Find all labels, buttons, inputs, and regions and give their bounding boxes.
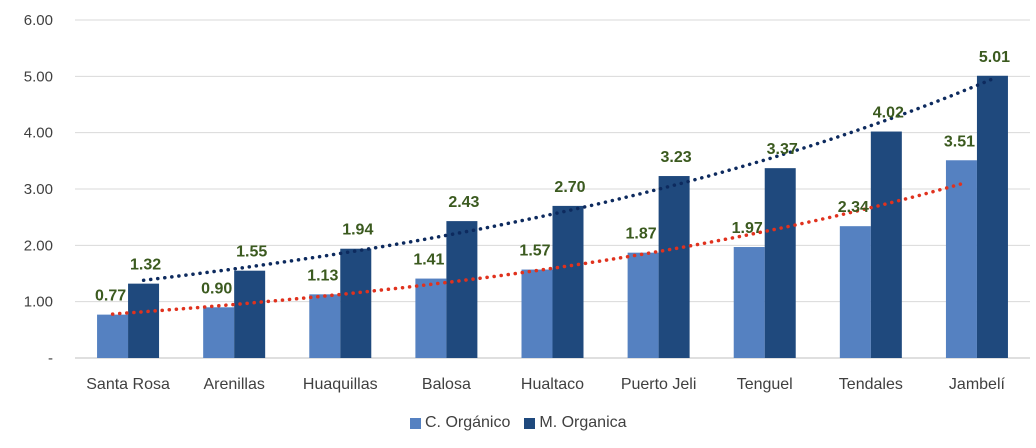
bar-c-organico [203,307,235,358]
data-label-m-organica: 5.01 [979,49,1010,66]
data-label-m-organica: 3.23 [661,149,692,166]
bar-m-organica [234,270,266,358]
legend-label-m-organica: M. Organica [539,414,627,431]
data-label-c-organico: 2.34 [838,199,869,216]
data-label-m-organica: 1.55 [236,244,267,261]
data-label-c-organico: 0.77 [95,288,126,305]
x-tick-label: Tenguel [737,376,793,393]
y-tick-label: - [48,350,53,367]
y-tick-label: 6.00 [24,12,53,29]
bar-m-organica [976,75,1008,359]
bar-m-organica [658,176,690,358]
bar-c-organico [309,294,341,358]
bar-c-organico [97,314,129,358]
bar-m-organica [128,283,160,358]
bar-m-organica [340,248,372,358]
data-label-c-organico: 1.41 [413,252,444,269]
x-tick-label: Hualtaco [521,376,584,393]
bar-m-organica [446,221,478,358]
legend-swatch-m-organica [524,417,536,429]
bar-c-organico [733,247,765,358]
data-label-c-organico: 0.90 [201,280,232,297]
x-tick-label: Huaquillas [303,376,378,393]
x-tick-label: Balosa [422,376,471,393]
data-label-m-organica: 2.43 [448,194,479,211]
bar-c-organico [945,160,977,358]
x-tick-label: Jambelí [949,376,1006,393]
y-tick-label: 2.00 [24,237,53,254]
trendline-c-organico [110,182,964,316]
x-axis: Santa Rosa Arenillas Huaquillas Balosa Hualt… [86,376,1005,393]
bar-m-organica [552,205,584,358]
y-tick-label: 3.00 [24,181,53,198]
x-tick-label: Tendales [839,376,903,393]
x-tick-label: Santa Rosa [86,376,170,393]
x-tick-label: Arenillas [203,376,264,393]
x-tick-label: Puerto Jeli [621,376,697,393]
bar-m-organica [764,168,796,358]
y-tick-label: 4.00 [24,125,53,142]
data-label-c-organico: 1.57 [519,243,550,260]
bar-c-organico [521,269,553,358]
data-label-m-organica: 2.70 [554,179,585,196]
data-label-m-organica: 3.37 [767,141,798,158]
data-label-m-organica: 1.32 [130,257,161,274]
data-label-c-organico: 3.51 [944,133,975,150]
legend-swatch-c-organico [410,417,421,429]
bar-c-organico [627,252,659,358]
data-labels: 0.771.32 0.90 1.55 1.13 1.94 1.41 2.43 1.57 2.70… [95,49,1010,305]
data-label-c-organico: 1.87 [626,226,657,243]
data-label-c-organico: 1.97 [732,220,763,237]
y-axis: - 1.00 2.00 3.00 4.00 5.00 6.00 [24,12,53,367]
trendline-m-organica [141,77,995,283]
legend-item-c-organico: C. Orgánico [410,414,510,432]
y-tick-label: 1.00 [24,294,53,311]
data-label-m-organica: 4.02 [873,105,904,122]
legend-label-c-organico: C. Orgánico [425,414,511,431]
data-label-c-organico: 1.13 [307,267,338,284]
legend-item-m-organica: M. Organica [524,414,627,432]
bars [97,75,1008,359]
data-label-m-organica: 1.94 [342,222,373,239]
y-tick-label: 5.00 [24,68,53,85]
bar-c-organico [415,278,447,358]
bar-c-organico [839,226,871,358]
legend: C. Orgánico M. Organica [410,414,627,432]
trendlines [110,77,995,316]
bar-m-organica [870,131,902,358]
